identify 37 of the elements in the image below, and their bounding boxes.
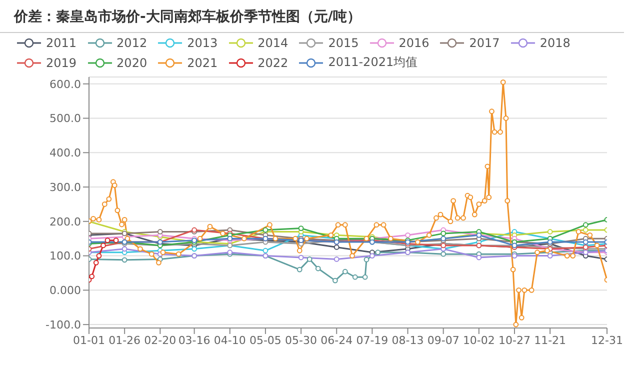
x-tick-label: 03-16 (178, 334, 210, 347)
legend-label: 2017 (469, 36, 500, 50)
x-tick-label: 06-24 (320, 334, 353, 347)
x-tick-label: 08-13 (392, 334, 424, 347)
legend-label: 2014 (258, 36, 288, 50)
y-tick-label: 500.0 (50, 112, 81, 126)
y-tick-label: 600.0 (50, 78, 81, 91)
legend-label: 2020 (116, 56, 148, 70)
x-tick-label: 01-26 (108, 334, 141, 347)
chart-title: 价差：秦皇岛市场价-大同南郊车板价季节性图（元/吨） (0, 0, 624, 33)
legend-label: 2011-2021均值 (328, 54, 418, 71)
legend-label: 2019 (46, 56, 77, 70)
y-tick-label: 100.0 (50, 250, 81, 263)
y-tick-label: 0.000 (50, 284, 81, 298)
y-tick-label: 300.0 (50, 180, 81, 194)
x-tick-label: 04-10 (214, 334, 246, 347)
y-tick-label: -100.0 (46, 318, 81, 332)
x-tick-label: 12-31 (591, 334, 623, 347)
y-tick-label: 400.0 (50, 146, 81, 160)
legend-label: 2018 (540, 36, 570, 50)
x-tick-label: 07-19 (356, 334, 388, 347)
legend-label: 2016 (398, 36, 430, 50)
legend-label: 2015 (328, 36, 359, 50)
legend-label: 2012 (116, 36, 148, 50)
x-tick-label: 01-01 (73, 334, 105, 347)
legend-label: 2021 (187, 56, 218, 70)
legend-label: 2022 (258, 56, 288, 70)
legend-label: 2013 (187, 36, 218, 50)
x-tick-label: 10-27 (498, 334, 530, 347)
legend-label: 2011 (46, 36, 77, 50)
x-tick-label: 02-20 (144, 334, 176, 347)
x-tick-label: 05-30 (285, 334, 318, 347)
x-tick-label: 11-21 (534, 334, 566, 347)
x-tick-label: 09-07 (427, 334, 460, 347)
x-tick-label: 10-02 (462, 334, 495, 347)
x-tick-label: 05-05 (249, 334, 282, 347)
y-tick-label: 200.0 (50, 215, 81, 228)
